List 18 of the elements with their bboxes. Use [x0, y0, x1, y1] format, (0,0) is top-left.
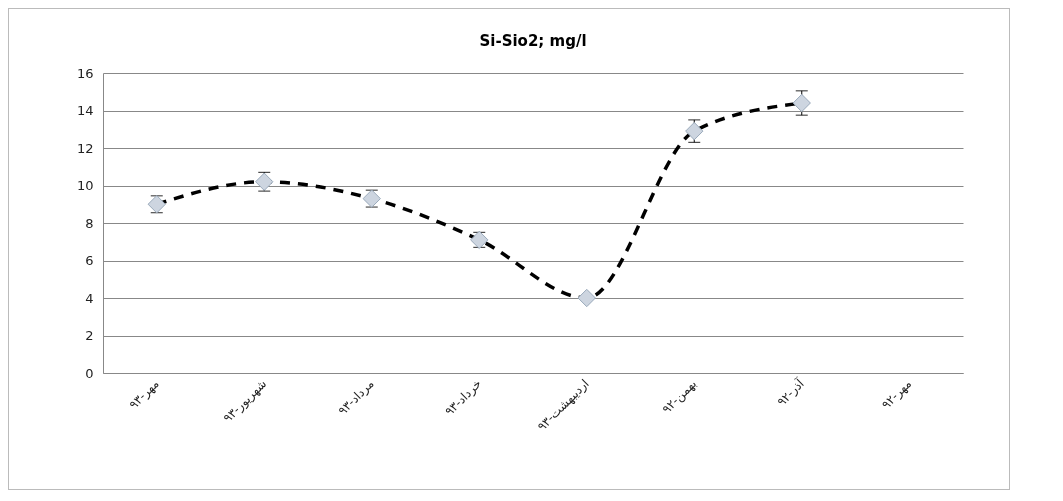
y-tick-label: 2	[85, 328, 94, 343]
x-tick-label: بهمن-۹۲	[659, 376, 700, 417]
chart-title: Si-Sio2; mg/l	[479, 32, 587, 50]
y-tick-label: 14	[76, 103, 94, 118]
x-tick-label: خرداد-۹۳	[442, 376, 485, 420]
x-tick-label: شهریور-۹۳	[220, 376, 270, 426]
y-tick-label: 12	[76, 140, 94, 156]
x-tick-label: مهر-۹۳	[126, 376, 163, 413]
y-tick-label: 0	[85, 365, 94, 381]
y-tick-label: 16	[76, 65, 94, 81]
y-tick-label: 6	[85, 253, 94, 268]
x-tick-label: مهر-۹۲	[878, 376, 915, 413]
x-tick-label: مرداد-۹۳	[335, 376, 378, 419]
x-tick-label: اردیبهشت-۹۳	[534, 376, 593, 435]
y-tick-label: 8	[85, 215, 94, 231]
y-tick-label: 10	[76, 178, 94, 193]
y-tick-label: 4	[85, 290, 94, 306]
x-tick-label: آذر-۹۲	[773, 375, 808, 410]
